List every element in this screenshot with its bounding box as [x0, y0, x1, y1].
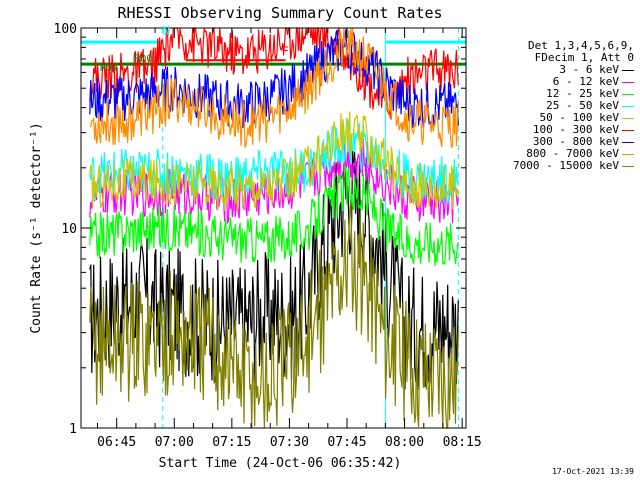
legend-swatch — [622, 69, 634, 71]
legend-item: 7000 - 15000 keV — [480, 160, 634, 172]
plot-timestamp: 17-Oct-2021 13:39 — [552, 467, 634, 476]
x-tick-label: 08:15 — [443, 435, 482, 450]
legend: Det 1,3,4,5,6,9, FDecim 1, Att 0 3 - 6 k… — [480, 40, 634, 172]
series-line-3-6-kev — [89, 150, 459, 391]
annotation-rd0: RD0 — [134, 53, 152, 64]
legend-swatch — [622, 93, 634, 95]
series-line-800-7000-kev — [89, 27, 459, 148]
legend-item: 3 - 6 keV — [480, 64, 634, 76]
y-axis-label: Count Rate (s⁻¹ detector⁻¹) — [29, 122, 44, 333]
legend-swatch — [622, 105, 634, 107]
legend-header-line-1: Det 1,3,4,5,6,9, — [528, 39, 634, 52]
legend-swatch — [622, 153, 634, 155]
legend-label: 800 - 7000 keV — [526, 147, 619, 160]
x-tick-label: 07:45 — [327, 435, 366, 450]
y-tick-label: 10 — [61, 222, 77, 237]
legend-label: 12 - 25 keV — [546, 87, 619, 100]
legend-swatch — [622, 165, 634, 167]
legend-item: 50 - 100 keV — [480, 112, 634, 124]
legend-label: 3 - 6 keV — [559, 63, 619, 76]
series-line-12-25-kev — [89, 165, 459, 267]
x-tick-label: 07:15 — [212, 435, 251, 450]
x-tick-label: 07:30 — [270, 435, 309, 450]
y-tick-label: 100 — [54, 22, 77, 37]
series-line-50-100-kev — [89, 111, 459, 211]
legend-swatch — [622, 117, 634, 119]
x-tick-label: 06:45 — [97, 435, 136, 450]
plot-axes: 1 10 100 06:45 07:00 07:15 07:30 07:45 08:00 08:1… — [54, 22, 482, 450]
x-tick-label: 08:00 — [385, 435, 424, 450]
legend-item: 800 - 7000 keV — [480, 148, 634, 160]
legend-swatch — [622, 81, 634, 83]
legend-swatch — [622, 141, 634, 143]
legend-items: 3 - 6 keV 6 - 12 keV 12 - 25 keV 25 - 50 ke… — [480, 64, 634, 172]
legend-label: 100 - 300 keV — [532, 123, 619, 136]
series-line-100-300-kev — [89, 26, 459, 119]
legend-label: 6 - 12 keV — [552, 75, 619, 88]
legend-item: 12 - 25 keV — [480, 88, 634, 100]
legend-item: 100 - 300 keV — [480, 124, 634, 136]
chart-title: RHESSI Observing Summary Count Rates — [117, 4, 442, 22]
legend-label: 25 - 50 keV — [546, 99, 619, 112]
legend-label: 7000 - 15000 keV — [513, 159, 619, 172]
legend-label: 50 - 100 keV — [539, 111, 619, 124]
legend-item: 25 - 50 keV — [480, 100, 634, 112]
annotation-f: F — [282, 44, 289, 58]
legend-header-line-2: FDecim 1, Att 0 — [534, 51, 634, 64]
legend-item: 300 - 800 keV — [480, 136, 634, 148]
series-layer — [89, 26, 459, 429]
x-tick-label: 07:00 — [155, 435, 194, 450]
annotation-n: N — [163, 24, 170, 38]
legend-item: 6 - 12 keV — [480, 76, 634, 88]
annotation-labels: N F RD4 RD0 — [100, 24, 289, 74]
y-tick-label: 1 — [69, 422, 77, 437]
series-line-7000-15000-kev — [89, 200, 459, 429]
x-axis-label: Start Time (24-Oct-06 06:35:42) — [159, 456, 402, 471]
legend-swatch — [622, 129, 634, 131]
series-line-300-800-kev — [89, 29, 459, 129]
legend-label: 300 - 800 keV — [532, 135, 619, 148]
annotation-rd4: RD4 — [100, 63, 118, 74]
